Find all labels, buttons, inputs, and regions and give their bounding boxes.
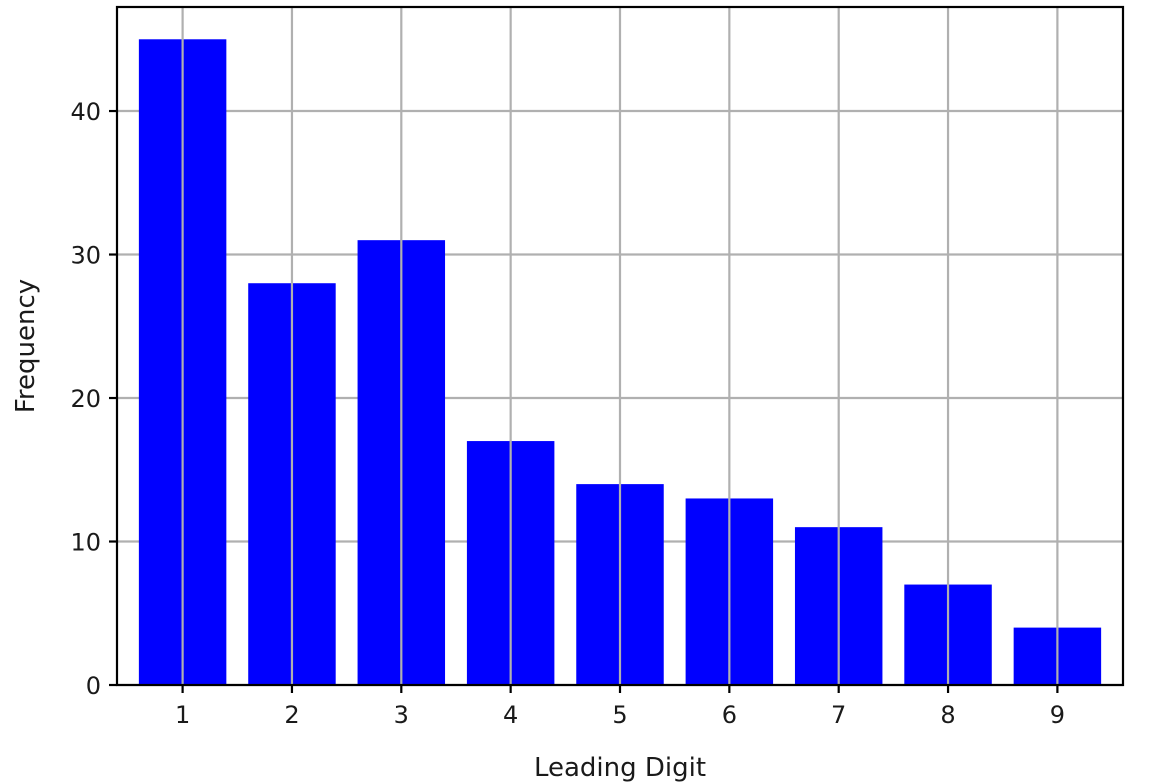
axes bbox=[109, 5, 1125, 693]
y-tick-label: 40 bbox=[70, 98, 101, 126]
x-tick-label: 5 bbox=[612, 701, 627, 729]
labels: Leading Digit Frequency 1 2 3 4 5 6 7 8 9 0 10 20 30… bbox=[11, 98, 1065, 783]
y-tick-label: 20 bbox=[70, 385, 101, 413]
y-tick-label: 10 bbox=[70, 529, 101, 557]
x-axis-label: Leading Digit bbox=[534, 753, 706, 783]
x-tick-label: 1 bbox=[175, 701, 190, 729]
x-tick-label: 6 bbox=[722, 701, 737, 729]
x-tick-label: 4 bbox=[503, 701, 518, 729]
y-axis-label: Frequency bbox=[11, 279, 41, 413]
y-tick-label: 0 bbox=[86, 672, 101, 700]
x-tick-label: 7 bbox=[831, 701, 846, 729]
x-tick-label: 2 bbox=[284, 701, 299, 729]
y-tick-label: 30 bbox=[70, 242, 101, 270]
x-tick-label: 8 bbox=[940, 701, 955, 729]
x-tick-label: 9 bbox=[1050, 701, 1065, 729]
x-tick-label: 3 bbox=[394, 701, 409, 729]
grid-overlay bbox=[181, 7, 1059, 685]
